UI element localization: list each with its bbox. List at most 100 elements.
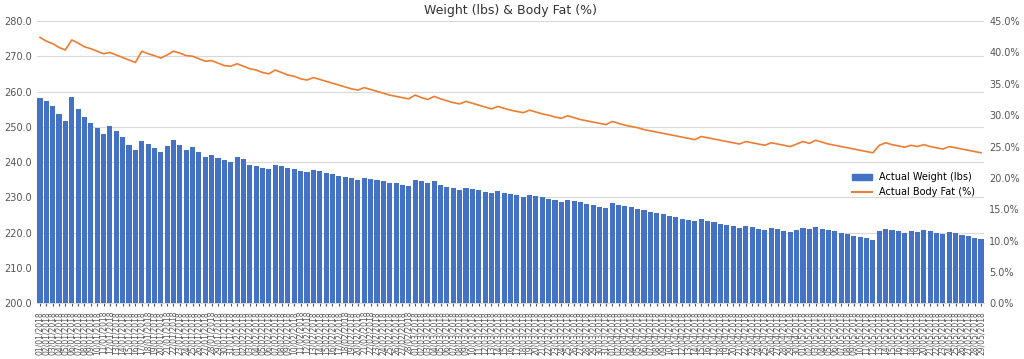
- Bar: [343, 177, 348, 303]
- Bar: [928, 231, 933, 303]
- Bar: [629, 208, 634, 303]
- Bar: [635, 209, 640, 303]
- Bar: [272, 165, 278, 303]
- Bar: [553, 200, 557, 303]
- Bar: [120, 137, 125, 303]
- Bar: [432, 181, 437, 303]
- Bar: [56, 113, 61, 303]
- Bar: [686, 220, 691, 303]
- Bar: [514, 195, 519, 303]
- Bar: [349, 178, 354, 303]
- Bar: [368, 179, 373, 303]
- Bar: [534, 196, 539, 303]
- Bar: [769, 228, 774, 303]
- Bar: [546, 199, 551, 303]
- Bar: [966, 236, 971, 303]
- Bar: [228, 162, 233, 303]
- Bar: [762, 230, 767, 303]
- Bar: [482, 192, 487, 303]
- Bar: [508, 194, 513, 303]
- Bar: [413, 180, 418, 303]
- Bar: [336, 176, 341, 303]
- Bar: [794, 230, 799, 303]
- Bar: [50, 106, 55, 303]
- Bar: [833, 231, 838, 303]
- Bar: [934, 233, 939, 303]
- Bar: [145, 144, 151, 303]
- Bar: [565, 200, 570, 303]
- Bar: [979, 239, 984, 303]
- Bar: [877, 230, 882, 303]
- Bar: [260, 168, 265, 303]
- Bar: [781, 230, 786, 303]
- Bar: [209, 155, 214, 303]
- Bar: [502, 192, 507, 303]
- Bar: [972, 238, 977, 303]
- Bar: [286, 168, 291, 303]
- Bar: [152, 148, 157, 303]
- Bar: [750, 227, 755, 303]
- Bar: [641, 210, 646, 303]
- Bar: [858, 237, 863, 303]
- Bar: [819, 229, 824, 303]
- Bar: [438, 186, 443, 303]
- Bar: [730, 227, 735, 303]
- Bar: [743, 226, 749, 303]
- Bar: [457, 190, 462, 303]
- Bar: [540, 197, 545, 303]
- Bar: [571, 201, 577, 303]
- Bar: [724, 225, 729, 303]
- Bar: [76, 109, 81, 303]
- Bar: [718, 224, 723, 303]
- Bar: [845, 234, 850, 303]
- Bar: [870, 240, 876, 303]
- Bar: [190, 148, 196, 303]
- Bar: [444, 187, 450, 303]
- Bar: [425, 183, 430, 303]
- Bar: [698, 219, 703, 303]
- Bar: [520, 197, 525, 303]
- Bar: [851, 236, 856, 303]
- Bar: [298, 171, 303, 303]
- Bar: [324, 173, 329, 303]
- Bar: [399, 185, 404, 303]
- Bar: [609, 203, 614, 303]
- Bar: [133, 149, 138, 303]
- Bar: [203, 157, 208, 303]
- Bar: [70, 97, 75, 303]
- Bar: [775, 229, 780, 303]
- Bar: [585, 204, 590, 303]
- Bar: [464, 188, 469, 303]
- Bar: [603, 208, 608, 303]
- Bar: [101, 134, 106, 303]
- Bar: [953, 233, 958, 303]
- Bar: [470, 189, 475, 303]
- Bar: [375, 180, 380, 303]
- Bar: [737, 228, 742, 303]
- Bar: [896, 231, 901, 303]
- Bar: [292, 169, 297, 303]
- Bar: [241, 159, 246, 303]
- Bar: [559, 202, 564, 303]
- Bar: [266, 169, 271, 303]
- Bar: [787, 232, 793, 303]
- Bar: [654, 213, 659, 303]
- Bar: [591, 205, 596, 303]
- Bar: [393, 183, 398, 303]
- Bar: [126, 145, 131, 303]
- Bar: [215, 158, 220, 303]
- Bar: [527, 195, 532, 303]
- Bar: [680, 219, 685, 303]
- Bar: [476, 190, 481, 303]
- Bar: [234, 157, 240, 303]
- Bar: [361, 178, 367, 303]
- Legend: Actual Weight (lbs), Actual Body Fat (%): Actual Weight (lbs), Actual Body Fat (%): [848, 168, 979, 201]
- Bar: [381, 181, 386, 303]
- Bar: [387, 183, 392, 303]
- Bar: [222, 160, 227, 303]
- Bar: [317, 171, 323, 303]
- Bar: [947, 232, 951, 303]
- Bar: [807, 229, 812, 303]
- Bar: [159, 152, 163, 303]
- Bar: [883, 229, 888, 303]
